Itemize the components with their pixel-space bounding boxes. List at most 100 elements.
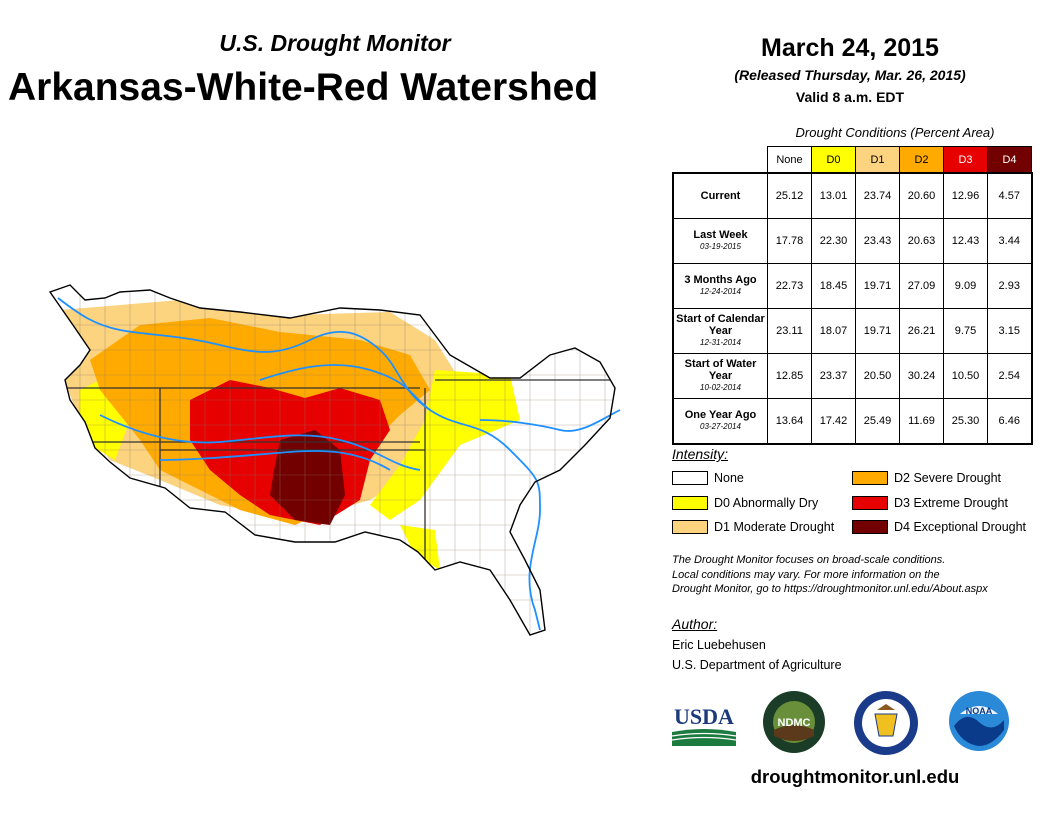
- col-header-d2: D2: [899, 146, 944, 174]
- table-cell: 23.74: [855, 172, 900, 219]
- website-link[interactable]: droughtmonitor.unl.edu: [750, 766, 960, 787]
- legend-item-none: None: [672, 471, 744, 485]
- drought-conditions-table: None D0 D1 D2 D3 D4 Current 25.12 13.01 23.…: [672, 146, 1033, 445]
- rivers: [57, 297, 621, 631]
- disclaimer-note: The Drought Monitor focuses on broad-sca…: [672, 553, 1052, 597]
- table-cell: 12.96: [943, 172, 988, 219]
- doc-seal-logo: [854, 691, 918, 755]
- legend-label: None: [714, 471, 744, 485]
- author-label: Author:: [672, 616, 718, 632]
- north-fork-red-river: [159, 450, 391, 471]
- table-cell: 26.21: [899, 308, 944, 354]
- legend-swatch: [672, 496, 708, 510]
- valid-date: March 24, 2015: [761, 34, 939, 62]
- table-cell: 3.44: [987, 218, 1033, 264]
- note-line: Drought Monitor, go to https://droughtmo…: [672, 583, 988, 595]
- noaa-logo-text: NOAA: [966, 706, 993, 716]
- table-cell: 25.49: [855, 398, 900, 445]
- table-cell: 27.09: [899, 263, 944, 309]
- table-cell: 20.50: [855, 353, 900, 399]
- row-date: 12-24-2014: [700, 287, 741, 296]
- table-row: Current 25.12 13.01 23.74 20.60 12.96 4.57: [672, 172, 1033, 219]
- author-organization: U.S. Department of Agriculture: [672, 658, 842, 672]
- legend-item-d3: D3 Extreme Drought: [852, 496, 1008, 510]
- table-cell: 3.15: [987, 308, 1033, 354]
- row-date: 10-02-2014: [700, 383, 741, 392]
- row-label: Start of Calendar Year 12-31-2014: [672, 308, 768, 354]
- table-row: Last Week 03-19-2015 17.78 22.30 23.43 20.63 1…: [672, 218, 1033, 264]
- author-name: Eric Luebehusen: [672, 638, 766, 652]
- table-cell: 23.11: [767, 308, 812, 354]
- d0-area-south: [400, 525, 440, 570]
- table-cell: 18.07: [811, 308, 856, 354]
- col-header-d0: D0: [811, 146, 856, 174]
- col-header-d4: D4: [987, 146, 1032, 174]
- table-row: 3 Months Ago 12-24-2014 22.73 18.45 19.71 27.…: [672, 263, 1033, 309]
- ndmc-logo: NDMC: [763, 691, 825, 753]
- table-cell: 23.37: [811, 353, 856, 399]
- table-cell: 19.71: [855, 308, 900, 354]
- table-cell: 18.45: [811, 263, 856, 309]
- row-label: Start of Water Year 10-02-2014: [672, 353, 768, 399]
- table-cell: 25.30: [943, 398, 988, 445]
- table-row: Start of Water Year 10-02-2014 12.85 23.37 2…: [672, 353, 1033, 399]
- col-header-none: None: [767, 146, 812, 174]
- d4-area: [270, 430, 345, 525]
- table-header-row: None D0 D1 D2 D3 D4: [673, 146, 1032, 174]
- legend-label: D3 Extreme Drought: [894, 496, 1008, 510]
- legend-title: Intensity:: [672, 446, 729, 462]
- table-cell: 6.46: [987, 398, 1033, 445]
- row-label-text: Start of Calendar Year: [676, 313, 765, 337]
- table-cell: 13.64: [767, 398, 812, 445]
- table-cell: 17.78: [767, 218, 812, 264]
- table-cell: 9.09: [943, 263, 988, 309]
- watershed-map: [48, 284, 621, 636]
- white-river: [479, 409, 621, 432]
- row-date: 03-19-2015: [700, 242, 741, 251]
- table-cell: 17.42: [811, 398, 856, 445]
- table-cell: 23.43: [855, 218, 900, 264]
- release-date: (Released Thursday, Mar. 26, 2015): [734, 67, 966, 83]
- legend-swatch: [852, 520, 888, 534]
- row-label-text: Last Week: [693, 229, 748, 241]
- legend-swatch: [852, 471, 888, 485]
- row-label: 3 Months Ago 12-24-2014: [672, 263, 768, 309]
- map-title: Arkansas-White-Red Watershed: [8, 66, 599, 109]
- table-cell: 10.50: [943, 353, 988, 399]
- row-label: One Year Ago 03-27-2014: [672, 398, 768, 445]
- col-header-d3: D3: [943, 146, 988, 174]
- table-cell: 20.60: [899, 172, 944, 219]
- legend-item-d2: D2 Severe Drought: [852, 471, 1001, 485]
- valid-time: Valid 8 a.m. EDT: [795, 89, 905, 105]
- ndmc-logo-text: NDMC: [778, 717, 811, 729]
- table-row: One Year Ago 03-27-2014 13.64 17.42 25.49 11.…: [672, 398, 1033, 445]
- table-cell: 20.63: [899, 218, 944, 264]
- legend-label: D2 Severe Drought: [894, 471, 1002, 485]
- legend-label: D1 Moderate Drought: [714, 520, 835, 534]
- row-label-text: One Year Ago: [684, 409, 757, 421]
- table-cell: 2.93: [987, 263, 1033, 309]
- col-header-d1: D1: [855, 146, 900, 174]
- row-date: 12-31-2014: [700, 338, 741, 347]
- table-cell: 4.57: [987, 172, 1033, 219]
- note-line: The Drought Monitor focuses on broad-sca…: [672, 554, 946, 566]
- table-caption: Drought Conditions (Percent Area): [795, 125, 995, 140]
- table-corner: [673, 147, 768, 174]
- canadian-river: [99, 414, 421, 471]
- table-cell: 12.43: [943, 218, 988, 264]
- row-label-text: 3 Months Ago: [684, 274, 757, 286]
- usda-logo-text: USDA: [674, 704, 734, 729]
- table-cell: 30.24: [899, 353, 944, 399]
- basin-outline: [48, 284, 616, 636]
- noaa-logo: NOAA: [949, 691, 1009, 751]
- table-cell: 2.54: [987, 353, 1033, 399]
- legend-swatch: [672, 520, 708, 534]
- row-label-text: Start of Water Year: [684, 358, 757, 382]
- legend-label: D0 Abnormally Dry: [714, 496, 819, 510]
- table-cell: 11.69: [899, 398, 944, 445]
- legend-item-d1: D1 Moderate Drought: [672, 520, 834, 534]
- legend-item-d4: D4 Exceptional Drought: [852, 520, 1026, 534]
- row-label: Current: [672, 172, 768, 219]
- arkansas-river: [57, 297, 541, 631]
- table-cell: 25.12: [767, 172, 812, 219]
